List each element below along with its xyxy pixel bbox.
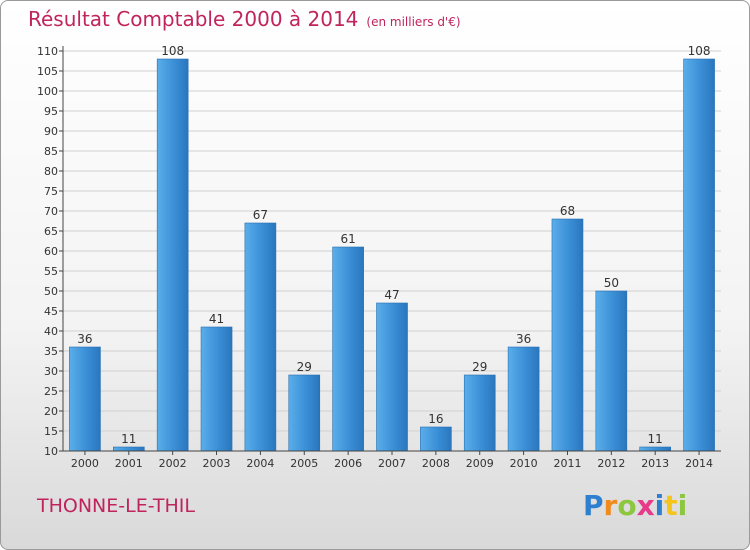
y-tick-label: 65: [44, 225, 58, 238]
y-tick-label: 95: [44, 105, 58, 118]
x-tick-label-2014: 2014: [685, 457, 713, 470]
bar-2012: [595, 290, 628, 452]
bar-2001: [113, 446, 145, 452]
bar-2007: [376, 302, 408, 452]
bar-2006: [332, 246, 364, 452]
logo-letter: i: [677, 489, 688, 522]
y-tick-label: 110: [37, 45, 58, 58]
value-label-2009: 29: [472, 360, 487, 374]
x-tick-label-2004: 2004: [246, 457, 274, 470]
y-tick-label: 15: [44, 425, 58, 438]
y-tick-label: 55: [44, 265, 58, 278]
value-label-2002: 108: [161, 44, 184, 58]
x-tick-label-2006: 2006: [334, 457, 362, 470]
y-tick-label: 25: [44, 385, 58, 398]
y-tick-label: 20: [44, 405, 58, 418]
value-label-2008: 16: [428, 412, 443, 426]
logo-letter: x: [636, 489, 655, 522]
bar-2008: [420, 426, 452, 452]
chart-title-text: Résultat Comptable 2000 à 2014: [28, 7, 359, 31]
logo-letter: P: [583, 489, 604, 522]
y-tick-label: 85: [44, 145, 58, 158]
x-tick-label-2005: 2005: [290, 457, 318, 470]
y-tick-label: 75: [44, 185, 58, 198]
bar-2009: [463, 374, 496, 452]
y-tick-label: 60: [44, 245, 58, 258]
value-label-2005: 29: [297, 360, 312, 374]
proxiti-logo: Proxiti: [583, 489, 687, 522]
y-tick-label: 70: [44, 205, 58, 218]
x-tick-label-2008: 2008: [422, 457, 450, 470]
x-tick-label-2013: 2013: [641, 457, 669, 470]
x-tick-label-2007: 2007: [378, 457, 406, 470]
y-tick-label: 35: [44, 345, 58, 358]
x-tick-label-2001: 2001: [115, 457, 143, 470]
logo-letter: o: [617, 489, 637, 522]
value-label-2010: 36: [516, 332, 531, 346]
x-tick-label-2010: 2010: [510, 457, 538, 470]
bar-2013: [639, 446, 672, 452]
bar-2010: [507, 346, 540, 452]
x-tick-label-2002: 2002: [159, 457, 187, 470]
value-label-2003: 41: [209, 312, 224, 326]
value-label-2013: 11: [648, 432, 663, 446]
bar-2003: [200, 326, 233, 452]
value-label-2007: 47: [384, 288, 399, 302]
y-tick-label: 90: [44, 125, 58, 138]
bar-2000: [69, 346, 101, 452]
x-tick-label-2009: 2009: [466, 457, 494, 470]
value-label-2012: 50: [604, 276, 619, 290]
bar-2005: [288, 374, 321, 452]
chart-title: Résultat Comptable 2000 à 2014 (en millie…: [28, 7, 461, 31]
bar-2011: [551, 218, 584, 452]
y-tick-label: 30: [44, 365, 58, 378]
x-tick-label-2000: 2000: [71, 457, 99, 470]
bar-2014: [683, 58, 715, 452]
value-label-2001: 11: [121, 432, 136, 446]
y-tick-label: 100: [37, 85, 58, 98]
value-label-2006: 61: [340, 232, 355, 246]
place-name: THONNE-LE-THIL: [37, 495, 195, 517]
value-label-2004: 67: [253, 208, 268, 222]
y-tick-label: 40: [44, 325, 58, 338]
chart-subtitle: (en milliers d'€): [366, 15, 461, 29]
value-label-2000: 36: [77, 332, 92, 346]
y-tick-label: 45: [44, 305, 58, 318]
x-tick-label-2012: 2012: [597, 457, 625, 470]
y-tick-label: 50: [44, 285, 58, 298]
y-tick-label: 105: [37, 65, 58, 78]
value-label-2014: 108: [688, 44, 711, 58]
y-tick-label: 80: [44, 165, 58, 178]
logo-letter: t: [664, 489, 678, 522]
value-label-2011: 68: [560, 204, 575, 218]
logo-letter: r: [603, 489, 618, 522]
bar-2004: [244, 222, 277, 452]
bar-2002: [156, 58, 189, 452]
y-tick-label: 10: [44, 445, 58, 458]
logo-letter: i: [654, 489, 665, 522]
x-tick-label-2003: 2003: [203, 457, 231, 470]
x-tick-label-2011: 2011: [553, 457, 581, 470]
